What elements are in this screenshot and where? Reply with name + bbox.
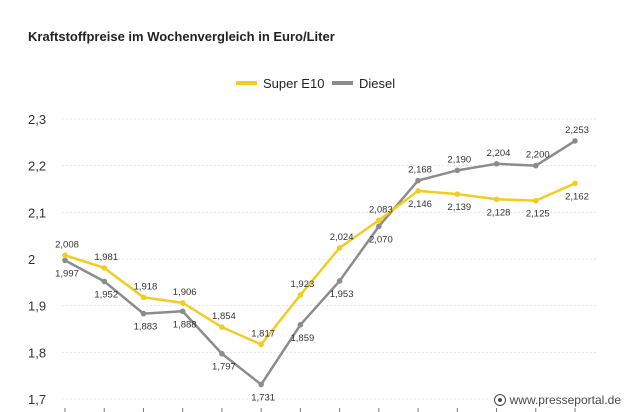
- super-e10-point: [101, 265, 108, 271]
- diesel-data-label: 2,070: [369, 234, 393, 245]
- chart-title: Kraftstoffpreise im Wochenvergleich in E…: [28, 29, 335, 44]
- super-e10-point: [572, 180, 578, 187]
- diesel-data-label: 1,888: [173, 319, 197, 330]
- super-e10-line: [64, 182, 576, 346]
- legend-label-diesel: Diesel: [359, 76, 395, 91]
- super-e10-data-label: 2,024: [330, 232, 354, 243]
- super-e10-point: [140, 294, 147, 301]
- diesel-point: [572, 138, 578, 144]
- data-labels: 2,008 1,981 1,918 1,906 1,854 1,817 1,923 2,024…: [55, 125, 589, 404]
- super-e10-data-label: 2,125: [526, 209, 550, 220]
- super-e10-point: [376, 217, 382, 224]
- diesel-data-label: 2,168: [408, 165, 432, 176]
- y-tick-label: 1,9: [28, 299, 46, 314]
- super-e10-point: [493, 196, 500, 203]
- diesel-point: [493, 161, 500, 167]
- diesel-point: [532, 162, 539, 169]
- super-e10-point: [532, 197, 539, 204]
- super-e10-point: [297, 292, 304, 298]
- super-e10-data-label: 2,146: [408, 199, 432, 210]
- super-e10-point: [62, 252, 68, 259]
- diesel-point: [376, 223, 382, 230]
- diesel-point: [179, 308, 186, 315]
- diesel-point: [62, 257, 68, 264]
- watermark-text: www.presseportal.de: [509, 393, 621, 407]
- super-e10-data-label: 1,906: [173, 287, 197, 298]
- diesel-point: [101, 278, 108, 285]
- diesel-point: [454, 167, 461, 174]
- super-e10-point: [258, 341, 264, 348]
- diesel-point: [297, 322, 304, 328]
- y-tick-label: 1,8: [28, 345, 46, 360]
- super-e10-point: [454, 191, 461, 197]
- diesel-data-label: 1,731: [251, 393, 275, 404]
- diesel-data-label: 1,883: [134, 322, 158, 333]
- super-e10-point: [219, 324, 225, 330]
- super-e10-data-label: 2,128: [487, 207, 511, 218]
- series-lines: [62, 138, 578, 388]
- super-e10-point: [336, 245, 343, 251]
- super-e10-data-label: 1,923: [290, 279, 314, 290]
- super-e10-data-label: 2,162: [565, 191, 589, 202]
- diesel-data-label: 1,997: [55, 268, 79, 279]
- super-e10-data-label: 2,139: [447, 202, 471, 213]
- diesel-data-label: 1,797: [212, 362, 236, 373]
- y-tick-label: 2,2: [28, 159, 46, 174]
- y-tick-label: 2,1: [28, 205, 46, 220]
- diesel-data-label: 1,952: [94, 289, 118, 300]
- diesel-point: [140, 310, 147, 317]
- diesel-data-label: 2,200: [526, 150, 550, 161]
- watermark: www.presseportal.de: [490, 392, 624, 408]
- y-tick-label: 2,3: [28, 112, 46, 127]
- presseportal-logo-icon: [493, 394, 506, 406]
- diesel-point: [219, 350, 225, 357]
- super-e10-point: [415, 188, 421, 194]
- diesel-point: [258, 381, 264, 388]
- y-axis-tick-labels: 1,7 1,8 1,9 2 2,1 2,2 2,3: [28, 112, 46, 407]
- diesel-point: [415, 177, 421, 184]
- super-e10-data-label: 1,918: [134, 281, 158, 292]
- super-e10-point: [179, 300, 186, 306]
- y-tick-label: 2: [28, 252, 35, 267]
- super-e10-data-label: 2,008: [55, 239, 79, 250]
- super-e10-data-label: 2,083: [369, 204, 393, 215]
- y-tick-label: 1,7: [28, 392, 46, 407]
- diesel-data-label: 2,204: [487, 148, 511, 159]
- legend-label-super-e10: Super E10: [263, 76, 324, 91]
- super-e10-data-label: 1,854: [212, 311, 236, 322]
- super-e10-data-label: 1,817: [251, 328, 275, 339]
- diesel-data-label: 1,859: [290, 333, 314, 344]
- grid-lines: [62, 118, 598, 412]
- diesel-data-label: 2,190: [447, 154, 471, 165]
- legend: Super E10 Diesel: [236, 76, 395, 91]
- diesel-line: [64, 139, 576, 386]
- super-e10-data-label: 1,981: [94, 252, 118, 263]
- diesel-data-label: 2,253: [565, 125, 589, 136]
- diesel-data-label: 1,953: [330, 289, 354, 300]
- diesel-point: [336, 278, 343, 284]
